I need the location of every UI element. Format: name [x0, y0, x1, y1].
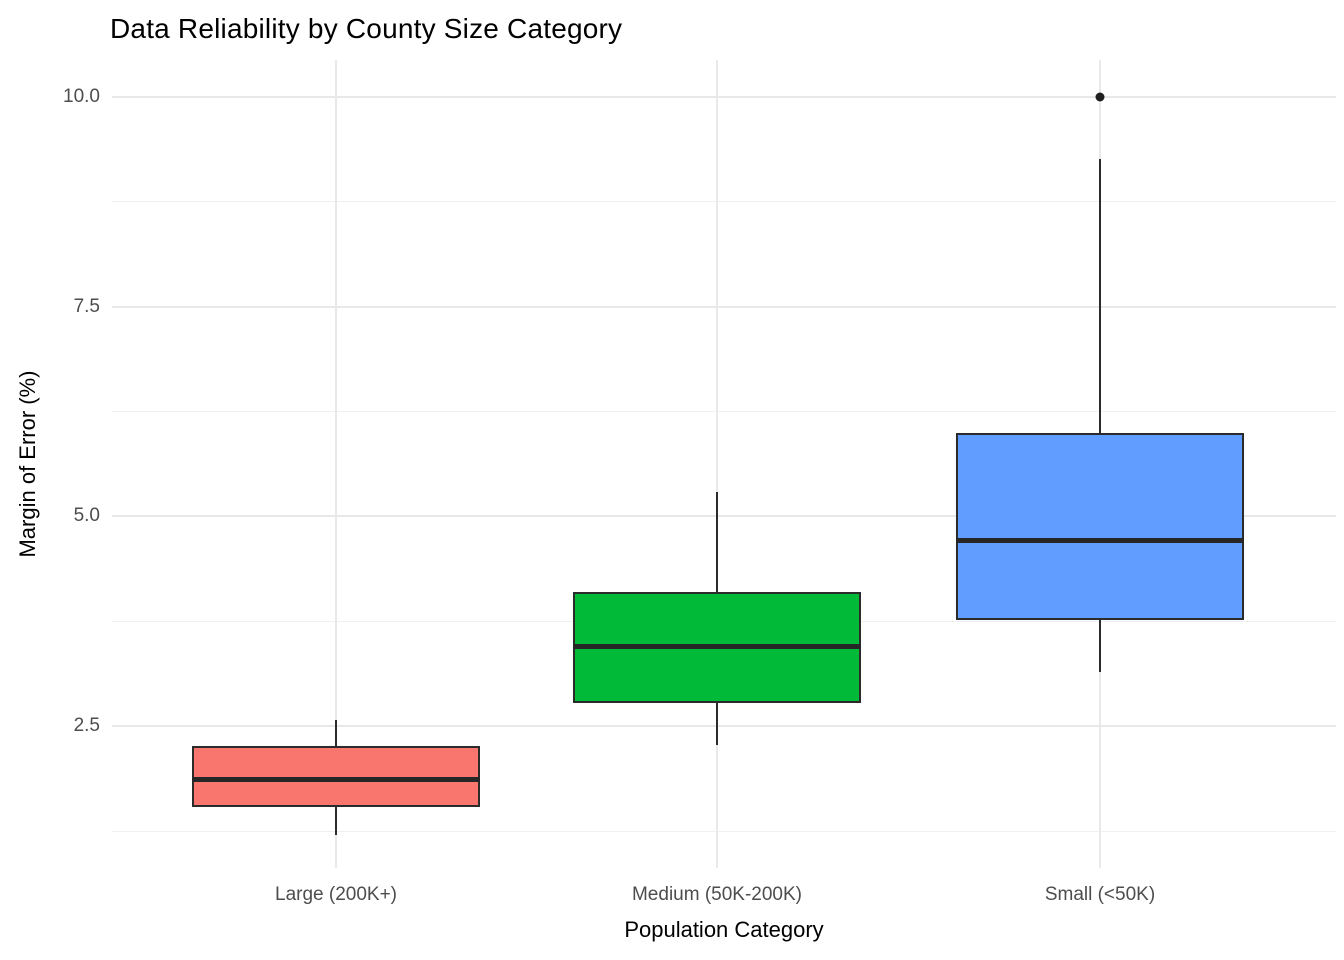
gridline-minor — [112, 830, 1336, 832]
gridline-minor — [112, 411, 1336, 413]
gridline-major — [112, 305, 1336, 308]
median-line — [192, 777, 480, 783]
y-tick-label: 2.5 — [73, 715, 100, 737]
gridline-major — [112, 95, 1336, 98]
plot-panel — [112, 60, 1336, 868]
gridline-vertical — [335, 60, 337, 868]
boxplot-box — [192, 746, 480, 807]
gridline-minor — [112, 201, 1336, 203]
x-tick-label: Small (<50K) — [1044, 884, 1156, 905]
y-axis-title: Margin of Error (%) — [15, 370, 40, 558]
whisker-line — [1099, 159, 1101, 672]
x-tick-label: Large (200K+) — [275, 884, 397, 905]
y-tick-label: 5.0 — [73, 505, 100, 527]
gridline-major — [112, 725, 1336, 728]
y-tick-label: 7.5 — [73, 295, 100, 317]
x-tick-label: Medium (50K-200K) — [631, 884, 803, 905]
median-line — [573, 643, 861, 649]
chart-title: Data Reliability by County Size Category — [110, 13, 623, 44]
x-axis-title: Population Category — [624, 917, 824, 942]
median-line — [956, 538, 1244, 544]
y-tick-label: 10.0 — [63, 85, 100, 107]
outlier-point — [1095, 92, 1105, 102]
gridline-major — [112, 515, 1336, 518]
boxplot-box — [956, 432, 1244, 621]
gridline-vertical — [716, 60, 718, 868]
